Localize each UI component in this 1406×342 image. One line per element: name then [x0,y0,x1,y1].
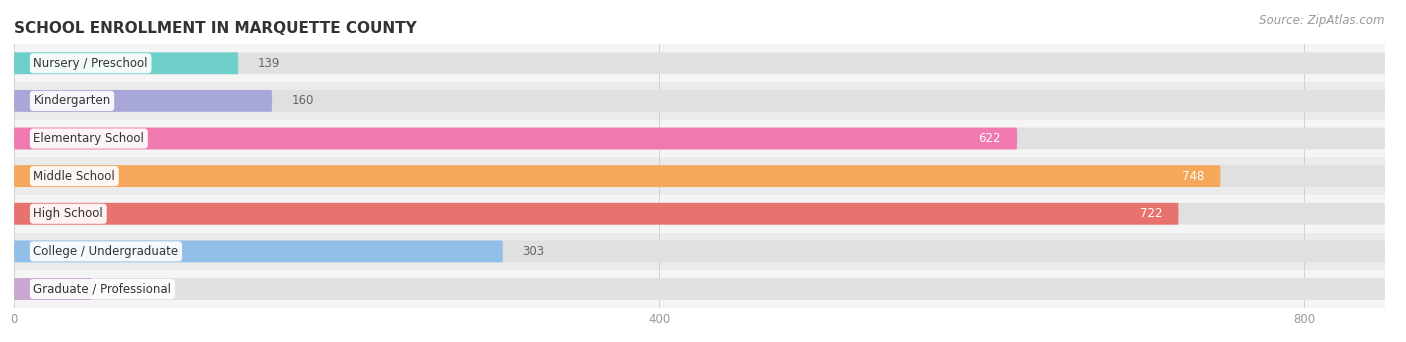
Bar [14,195,1385,233]
Bar [14,270,1385,308]
Bar [14,157,1385,195]
Text: 48: 48 [111,282,125,295]
FancyBboxPatch shape [14,278,1385,300]
Text: SCHOOL ENROLLMENT IN MARQUETTE COUNTY: SCHOOL ENROLLMENT IN MARQUETTE COUNTY [14,21,416,36]
Bar [14,82,1385,120]
Text: High School: High School [34,207,103,220]
FancyBboxPatch shape [14,240,1385,262]
Text: 622: 622 [979,132,1001,145]
Text: Middle School: Middle School [34,170,115,183]
FancyBboxPatch shape [14,165,1385,187]
FancyBboxPatch shape [14,165,1220,187]
FancyBboxPatch shape [14,52,238,74]
Text: 303: 303 [522,245,544,258]
FancyBboxPatch shape [14,278,91,300]
Text: Elementary School: Elementary School [34,132,145,145]
FancyBboxPatch shape [14,90,1385,112]
FancyBboxPatch shape [14,90,271,112]
FancyBboxPatch shape [14,203,1385,225]
Text: 139: 139 [257,57,280,70]
Text: Nursery / Preschool: Nursery / Preschool [34,57,148,70]
Bar [14,44,1385,82]
FancyBboxPatch shape [14,203,1178,225]
Bar [14,233,1385,270]
Text: Graduate / Professional: Graduate / Professional [34,282,172,295]
Bar [14,120,1385,157]
Text: 722: 722 [1140,207,1163,220]
FancyBboxPatch shape [14,128,1017,149]
Text: 160: 160 [291,94,314,107]
FancyBboxPatch shape [14,128,1385,149]
FancyBboxPatch shape [14,52,1385,74]
Text: 748: 748 [1182,170,1205,183]
Text: Source: ZipAtlas.com: Source: ZipAtlas.com [1260,14,1385,27]
FancyBboxPatch shape [14,240,502,262]
Text: College / Undergraduate: College / Undergraduate [34,245,179,258]
Text: Kindergarten: Kindergarten [34,94,111,107]
